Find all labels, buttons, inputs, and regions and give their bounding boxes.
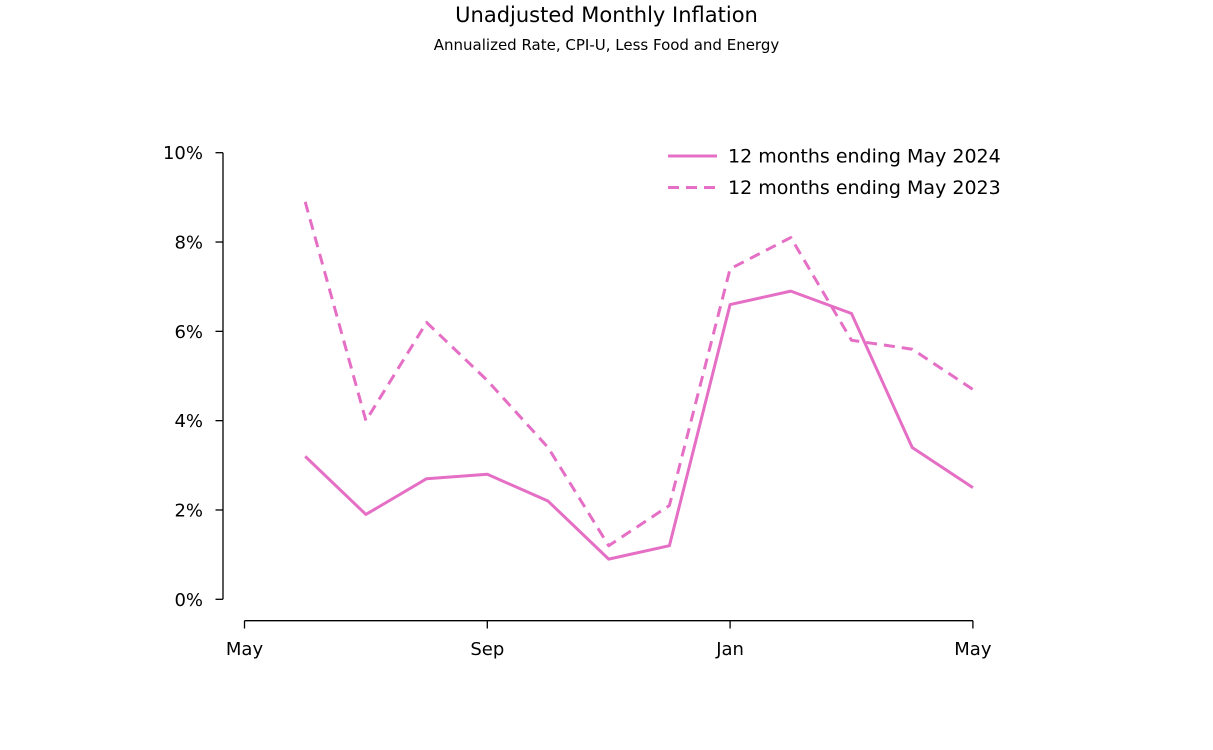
chart-subtitle: Annualized Rate, CPI-U, Less Food and En… — [434, 36, 780, 54]
series-line-dashed — [303, 201, 974, 548]
legend-label-2024: 12 months ending May 2024 — [728, 146, 1001, 168]
x-tick-label: May — [226, 639, 264, 660]
y-tick-label: 6% — [174, 322, 203, 343]
chart-title: Unadjusted Monthly Inflation — [455, 3, 758, 27]
y-tick-label: 8% — [174, 233, 203, 254]
y-tick-label: 0% — [174, 590, 203, 611]
x-tick-label: Jan — [715, 639, 744, 660]
series-line-solid — [304, 289, 974, 561]
y-axis-ticks: 0% 2% 4% 6% 8% 10% — [163, 143, 223, 611]
legend-label-2023: 12 months ending May 2023 — [728, 177, 1001, 199]
x-tick-label: Sep — [470, 639, 504, 660]
x-axis-ticks: May Sep Jan May — [226, 620, 992, 660]
y-tick-label: 10% — [163, 143, 203, 164]
x-tick-label: May — [954, 639, 992, 660]
legend: 12 months ending May 2024 12 months endi… — [668, 146, 1001, 199]
y-tick-label: 4% — [174, 411, 203, 432]
data-series — [303, 201, 974, 561]
y-tick-label: 2% — [174, 500, 203, 521]
